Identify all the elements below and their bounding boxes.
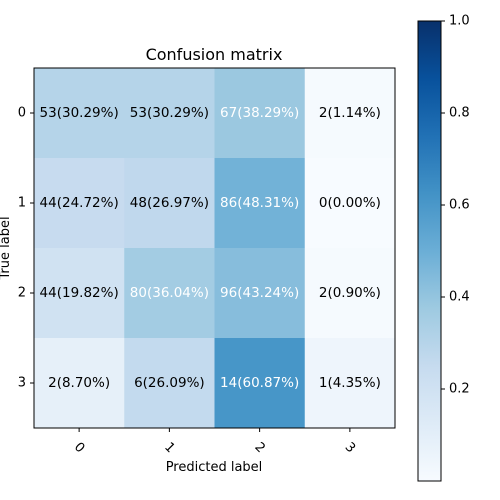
colorbar-tick-label-0: 0.2 [449, 382, 470, 397]
y-tick-label-2: 2 [18, 286, 26, 301]
x-tick-label-0: 0 [71, 440, 87, 456]
cell-label-r2-c3: 2(0.90%) [319, 285, 381, 301]
cell-label-r3-c0: 2(8.70%) [48, 375, 110, 391]
colorbar-tick-label-1: 0.4 [449, 290, 470, 305]
x-axis-ticks: 0 1 2 3 [71, 428, 358, 456]
colorbar-ticks: 0.2 0.4 0.6 0.8 1.0 [441, 14, 470, 397]
colorbar-tick-label-2: 0.6 [449, 198, 470, 213]
heatmap-cell-r2-c0 [34, 248, 125, 339]
cell-label-r3-c1: 6(26.09%) [134, 375, 205, 391]
heatmap-cell-r2-c2 [214, 248, 306, 339]
y-tick-label-1: 1 [18, 196, 26, 211]
y-axis-label: True label [0, 216, 13, 280]
heatmap-cell-r2-c1 [124, 248, 215, 339]
cell-label-r2-c2: 96(43.24%) [220, 285, 299, 301]
colorbar-tick-label-3: 0.8 [449, 106, 470, 121]
y-axis-ticks: 0 1 2 3 [18, 106, 34, 391]
x-tick-label-1: 1 [161, 440, 177, 456]
heatmap-cell-r3-c2 [214, 338, 306, 429]
cell-label-r0-c0: 53(30.29%) [40, 105, 119, 121]
y-tick-label-0: 0 [18, 106, 26, 121]
x-tick-label-2: 2 [251, 440, 267, 456]
cell-label-r3-c2: 14(60.87%) [220, 375, 299, 391]
chart-title: Confusion matrix [146, 45, 283, 64]
heatmap-cell-r1-c2 [214, 158, 306, 249]
cell-label-r1-c2: 86(48.31%) [220, 195, 299, 211]
x-tick-label-3: 3 [342, 440, 358, 456]
cell-label-r1-c0: 44(24.72%) [40, 195, 119, 211]
cell-label-r0-c1: 53(30.29%) [130, 105, 209, 121]
plot-frame [33, 67, 396, 429]
cell-label-r1-c1: 48(26.97%) [130, 195, 209, 211]
heatmap-cell-r1-c3 [304, 158, 396, 249]
colorbar [417, 20, 442, 482]
cell-label-r1-c3: 0(0.00%) [319, 195, 381, 211]
cell-label-r0-c3: 2(1.14%) [319, 105, 381, 121]
heatmap-cell-r3-c3 [304, 338, 396, 429]
heatmap-cell-r0-c3 [304, 68, 396, 159]
heatmap-cell-r0-c2 [214, 68, 306, 159]
cell-label-r2-c0: 44(19.82%) [40, 285, 119, 301]
heatmap-cell-labels: 53(30.29%) 53(30.29%) 67(38.29%) 2(1.14%) 44… [40, 105, 381, 391]
y-tick-label-3: 3 [18, 376, 26, 391]
heatmap-cell-r3-c0 [34, 338, 125, 429]
heatmap-cell-r2-c3 [304, 248, 396, 339]
heatmap-cells [34, 68, 396, 429]
cell-label-r3-c3: 1(4.35%) [319, 375, 381, 391]
heatmap-cell-r1-c1 [124, 158, 215, 249]
heatmap-cell-r0-c1 [124, 68, 215, 159]
heatmap-cell-r3-c1 [124, 338, 215, 429]
cell-label-r0-c2: 67(38.29%) [220, 105, 299, 121]
heatmap-cell-r0-c0 [34, 68, 125, 159]
colorbar-tick-label-4: 1.0 [449, 14, 470, 29]
cell-label-r2-c1: 80(36.04%) [130, 285, 209, 301]
x-axis-label: Predicted label [166, 460, 263, 475]
heatmap-cell-r1-c0 [34, 158, 125, 249]
